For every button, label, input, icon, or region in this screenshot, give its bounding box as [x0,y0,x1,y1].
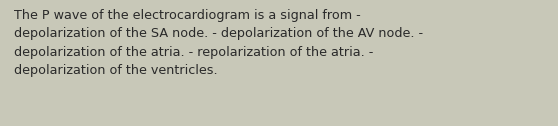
Text: The P wave of the electrocardiogram is a signal from -
depolarization of the SA : The P wave of the electrocardiogram is a… [14,9,423,77]
